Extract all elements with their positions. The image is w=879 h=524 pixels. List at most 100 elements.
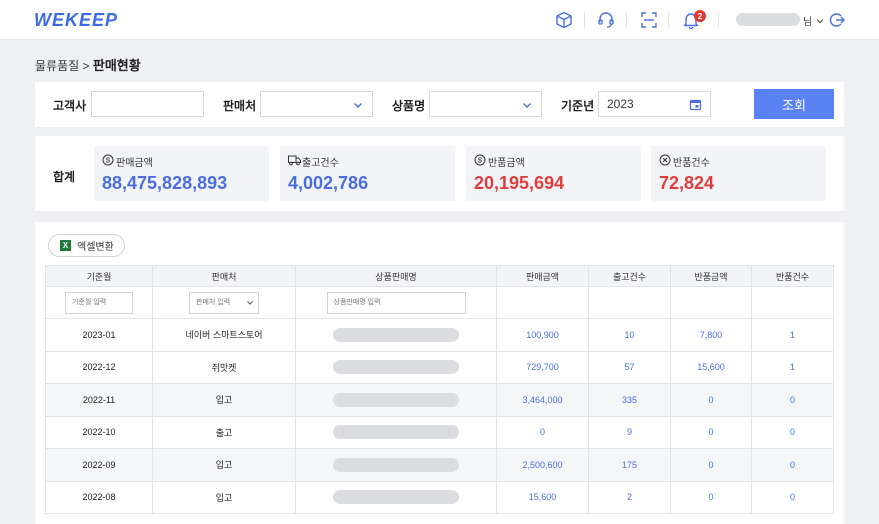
bell-icon[interactable] [681, 10, 701, 30]
chevron-down-icon [246, 293, 254, 322]
month-filter-input[interactable]: 기준월 입력 [65, 291, 133, 314]
product-name-placeholder [333, 327, 459, 342]
product-name-placeholder [333, 425, 459, 440]
excel-export-button[interactable]: X 엑셀변환 [48, 234, 125, 257]
scan-icon[interactable] [639, 10, 659, 30]
table-row[interactable]: 2022-12 쥐맛켓 729,700 57 15,600 1 [45, 350, 834, 384]
cell-seller: 입고 [152, 383, 296, 417]
column-header-return-count[interactable]: 반품건수 [751, 265, 834, 287]
app-logo[interactable]: WEKEEP [34, 10, 119, 30]
product-select[interactable] [429, 91, 542, 117]
column-header-seller[interactable]: 판매처 [152, 265, 296, 287]
sales-amount-card: $ 판매금액 88,475,828,893 [94, 146, 269, 201]
chevron-down-icon[interactable] [815, 13, 825, 31]
chevron-down-icon [521, 99, 533, 114]
return-count-card: 반품건수 72,824 [651, 146, 826, 201]
table-row[interactable]: 2023-01 네이버 스마트스토어 100,900 10 7,800 1 [45, 318, 834, 352]
summary-title: 합계 [53, 170, 76, 184]
cell-seller: 출고 [152, 415, 296, 449]
card-label: 반품건수 [673, 158, 710, 169]
column-filter-row: 기준월 입력 판매처 입력 상품판매명 입력 [45, 286, 834, 319]
cell-shipments: 57 [588, 350, 671, 384]
customer-input[interactable] [91, 91, 204, 117]
cell-shipments: 175 [588, 448, 671, 482]
cell-return-count: 0 [751, 480, 834, 514]
cell-month: 2022-11 [45, 383, 153, 417]
cell-return-amount: 0 [670, 480, 752, 514]
return-amount-card: $ 반품금액 20,195,694 [466, 146, 641, 201]
breadcrumb: 물류품질 > 판매현황 [35, 55, 141, 74]
column-header-sales[interactable]: 판매금액 [496, 265, 589, 287]
cell-month: 2023-01 [45, 318, 153, 352]
cell-return-amount: 0 [670, 415, 752, 449]
table-row[interactable]: 2022-08 입고 15,600 2 0 0 [45, 480, 834, 514]
year-picker[interactable]: 2023 [598, 91, 711, 117]
column-header-shipments[interactable]: 출고건수 [588, 265, 671, 287]
x-circle-icon [659, 153, 671, 171]
truck-icon [288, 153, 301, 171]
product-name-placeholder [333, 392, 459, 407]
chevron-down-icon [352, 99, 364, 114]
cell-shipments: 2 [588, 480, 671, 514]
divider [626, 12, 627, 28]
page-title: 판매현황 [92, 58, 141, 73]
sales-table: 기준월 판매처 상품판매명 판매금액 출고건수 반품금액 반품건수 기준월 입력… [45, 265, 834, 514]
filter-panel: 고객사 판매처 상품명 기준년 2023 조회 [35, 82, 844, 127]
table-row[interactable]: 2022-11 입고 3,464,000 335 0 0 [45, 383, 834, 417]
year-value: 2023 [607, 97, 634, 111]
cell-return-amount: 0 [670, 448, 752, 482]
seller-select[interactable] [260, 91, 373, 117]
filter-cell [751, 286, 834, 319]
user-honorific: 님 [803, 17, 813, 28]
cell-return-count: 1 [751, 318, 834, 352]
cell-product [295, 480, 497, 514]
excel-export-label: 엑셀변환 [77, 242, 114, 253]
filter-cell [496, 286, 589, 319]
cell-sales: 2,500,600 [496, 448, 589, 482]
product-filter-input[interactable]: 상품판매명 입력 [326, 291, 466, 314]
cell-product [295, 318, 497, 352]
seller-filter-select[interactable]: 판매처 입력 [189, 291, 259, 314]
card-value: 4,002,786 [288, 173, 369, 193]
column-header-product[interactable]: 상품판매명 [295, 265, 497, 287]
column-header-month[interactable]: 기준월 [45, 265, 153, 287]
summary-panel: 합계 $ 판매금액 88,475,828,893 출고건수 4,002,786 … [35, 136, 844, 211]
headset-icon[interactable] [596, 10, 616, 30]
top-navigation-bar: WEKEEP 2 님 [0, 0, 879, 40]
card-label: 반품금액 [488, 158, 525, 169]
cell-return-count: 0 [751, 383, 834, 417]
product-name-placeholder [333, 360, 459, 375]
seller-filter-placeholder: 판매처 입력 [196, 298, 231, 306]
shipment-count-card: 출고건수 4,002,786 [280, 146, 455, 201]
table-row[interactable]: 2022-09 입고 2,500,600 175 0 0 [45, 448, 834, 482]
breadcrumb-parent[interactable]: 물류품질 > [35, 59, 90, 73]
product-name-placeholder [333, 457, 459, 472]
filter-cell: 상품판매명 입력 [295, 286, 497, 319]
logout-icon[interactable] [827, 10, 847, 30]
card-value: 88,475,828,893 [102, 173, 228, 193]
search-button[interactable]: 조회 [754, 89, 834, 119]
calendar-icon[interactable] [689, 98, 702, 114]
column-header-return-amount[interactable]: 반품금액 [670, 265, 752, 287]
cell-seller: 입고 [152, 480, 296, 514]
user-name-placeholder[interactable] [736, 13, 800, 26]
dollar-circle-icon: $ [474, 153, 486, 171]
cell-month: 2022-09 [45, 448, 153, 482]
table-row[interactable]: 2022-10 출고 0 9 0 0 [45, 415, 834, 449]
cell-product [295, 415, 497, 449]
cell-sales: 100,900 [496, 318, 589, 352]
notification-badge: 2 [694, 10, 706, 22]
cell-product [295, 383, 497, 417]
cell-shipments: 335 [588, 383, 671, 417]
cell-sales: 15,600 [496, 480, 589, 514]
divider [668, 12, 669, 28]
cell-product [295, 350, 497, 384]
box-icon[interactable] [554, 10, 574, 30]
cell-sales: 729,700 [496, 350, 589, 384]
cell-seller: 입고 [152, 448, 296, 482]
filter-cell: 기준월 입력 [45, 286, 153, 319]
cell-return-count: 0 [751, 448, 834, 482]
cell-month: 2022-12 [45, 350, 153, 384]
cell-shipments: 10 [588, 318, 671, 352]
cell-product [295, 448, 497, 482]
